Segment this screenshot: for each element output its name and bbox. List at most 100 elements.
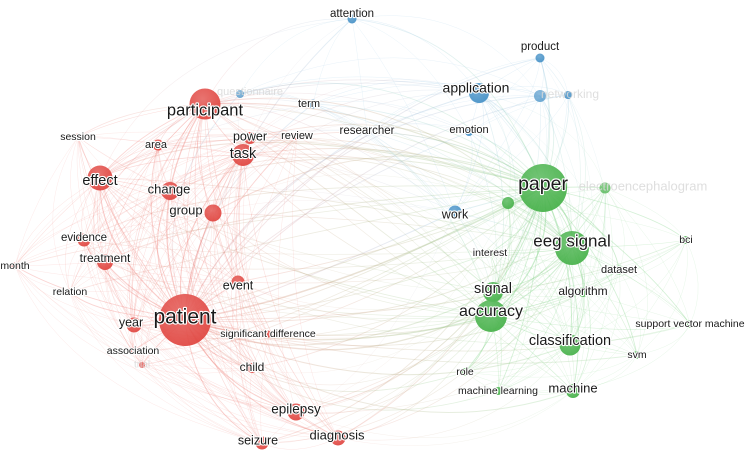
edge <box>104 261 492 317</box>
edge <box>260 333 269 444</box>
network-node[interactable] <box>347 14 357 24</box>
node-label: participant <box>167 101 244 119</box>
edge <box>542 187 579 392</box>
network-node[interactable] <box>74 133 82 141</box>
edge <box>99 177 571 346</box>
edge <box>478 92 516 293</box>
edge <box>210 212 263 444</box>
edge <box>157 144 239 283</box>
edge <box>237 135 298 283</box>
edge <box>69 291 339 439</box>
node-label: significant difference <box>220 328 316 340</box>
network-node[interactable] <box>231 275 245 289</box>
edge <box>200 103 239 283</box>
nodes-layer[interactable] <box>11 14 695 450</box>
network-node[interactable] <box>486 249 494 257</box>
network-node[interactable] <box>682 236 690 244</box>
network-node[interactable] <box>494 387 502 395</box>
network-node[interactable] <box>77 233 91 247</box>
network-node[interactable] <box>255 436 269 450</box>
network-node[interactable] <box>308 99 318 109</box>
edge <box>127 144 159 326</box>
network-node[interactable] <box>244 132 256 144</box>
network-node[interactable] <box>519 164 567 212</box>
edge <box>97 177 135 326</box>
network-node[interactable] <box>159 294 211 346</box>
edge <box>237 281 339 439</box>
network-node[interactable] <box>534 90 546 102</box>
edge <box>604 187 687 241</box>
network-node[interactable] <box>633 351 641 359</box>
network-node[interactable] <box>204 204 222 222</box>
network-node[interactable] <box>330 430 346 446</box>
network-node[interactable] <box>614 265 624 275</box>
edge <box>104 261 134 352</box>
edge <box>77 136 186 321</box>
network-node[interactable] <box>129 347 137 355</box>
edge <box>636 323 691 356</box>
network-node[interactable] <box>469 83 489 103</box>
network-node[interactable] <box>232 144 254 166</box>
edge <box>77 136 171 192</box>
network-node[interactable] <box>578 287 588 297</box>
edge <box>212 212 492 317</box>
edge <box>14 265 263 444</box>
edge <box>83 154 244 241</box>
edge <box>69 291 263 444</box>
edge <box>618 269 641 356</box>
edge <box>157 139 544 189</box>
edge <box>604 187 625 271</box>
network-node[interactable] <box>475 300 507 332</box>
network-node[interactable] <box>599 182 611 194</box>
edge <box>14 265 339 439</box>
edge <box>242 154 339 439</box>
edge <box>237 281 492 323</box>
network-node[interactable] <box>11 262 19 270</box>
network-node[interactable] <box>293 132 301 140</box>
network-node[interactable] <box>189 88 221 120</box>
edge <box>251 187 544 369</box>
edge <box>239 18 353 95</box>
network-node[interactable] <box>287 403 305 421</box>
network-node[interactable] <box>502 197 514 209</box>
network-node[interactable] <box>247 363 257 373</box>
network-node[interactable] <box>566 384 580 398</box>
network-node[interactable] <box>555 231 589 265</box>
edge <box>267 333 339 439</box>
edge <box>239 57 541 97</box>
network-node[interactable] <box>66 288 74 296</box>
network-node[interactable] <box>564 91 572 99</box>
labels-layer: patient participant effect task change group t… <box>0 7 746 448</box>
network-node[interactable] <box>363 127 371 135</box>
network-node[interactable] <box>483 282 503 302</box>
edge <box>489 187 606 254</box>
network-node[interactable] <box>465 128 473 136</box>
edge <box>478 92 511 204</box>
network-node[interactable] <box>139 362 145 368</box>
network-node[interactable] <box>535 53 545 63</box>
network-node[interactable] <box>461 368 469 376</box>
edge <box>227 154 244 283</box>
edge <box>83 185 544 241</box>
network-node[interactable] <box>559 334 581 356</box>
edge <box>295 202 509 413</box>
network-node[interactable] <box>161 182 179 200</box>
network-node[interactable] <box>87 165 113 191</box>
network-node[interactable] <box>264 330 272 338</box>
edge <box>454 94 569 213</box>
edge <box>104 261 263 444</box>
network-node[interactable] <box>236 90 244 98</box>
network-node[interactable] <box>152 139 164 151</box>
network-node[interactable] <box>448 205 462 219</box>
edge <box>212 212 339 439</box>
edge <box>169 190 239 283</box>
network-node[interactable] <box>97 254 113 270</box>
edge <box>242 154 494 293</box>
network-node[interactable] <box>126 317 142 333</box>
network-node[interactable] <box>686 320 694 328</box>
node-label: seizure <box>238 433 278 447</box>
edge <box>212 212 253 369</box>
edge <box>278 135 298 413</box>
